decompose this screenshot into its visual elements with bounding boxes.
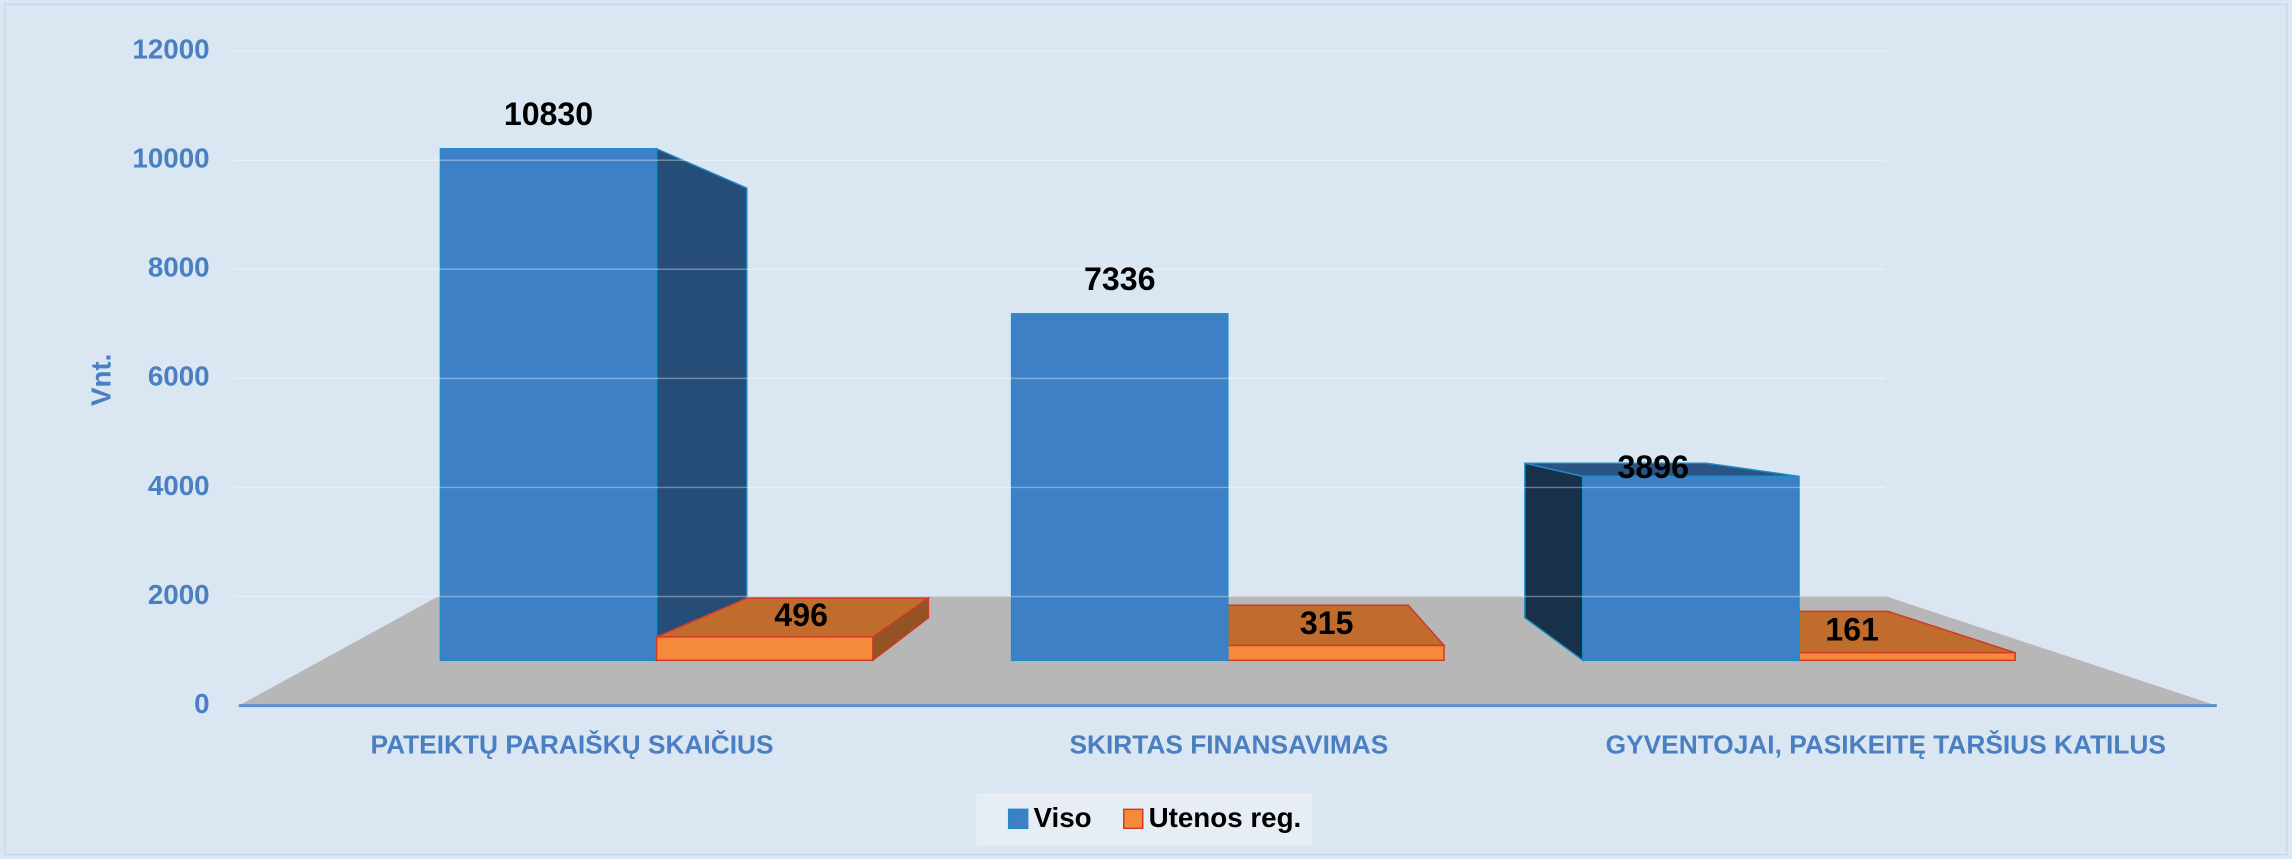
- y-tick-label: 10000: [132, 143, 209, 174]
- bar: [1010, 313, 1229, 662]
- bar-front: [439, 148, 658, 662]
- y-tick-label: 4000: [148, 470, 210, 501]
- bar-front: [1798, 651, 2016, 662]
- data-label: 10830: [504, 96, 593, 132]
- y-tick-label: 8000: [148, 252, 210, 283]
- y-axis-label: Vnt.: [85, 354, 116, 406]
- bar-side: [655, 147, 748, 662]
- bar-front: [1227, 644, 1445, 662]
- data-label: 7336: [1084, 261, 1155, 297]
- y-tick-label: 12000: [132, 33, 209, 64]
- bar: [1524, 462, 1800, 662]
- bar-front: [1582, 475, 1800, 662]
- data-label: 161: [1825, 612, 1879, 648]
- y-tick-label: 2000: [148, 579, 210, 610]
- x-tick-label: SKIRTAS FINANSAVIMAS: [1070, 729, 1389, 759]
- x-tick-label: GYVENTOJAI, PASIKEITĘ TARŠIUS KATILUS: [1606, 729, 2166, 759]
- legend-swatch: [1007, 808, 1029, 830]
- x-tick-label: PATEIKTŲ PARAIŠKŲ SKAIČIUS: [371, 729, 774, 759]
- y-tick-label: 6000: [148, 361, 210, 392]
- legend-label: Utenos reg.: [1149, 802, 1302, 833]
- y-tick-label: 0: [194, 688, 209, 719]
- legend-box: [976, 793, 1313, 846]
- data-label: 315: [1300, 605, 1354, 641]
- bar: [439, 147, 748, 662]
- legend-swatch: [1123, 808, 1144, 830]
- legend-label: Viso: [1034, 802, 1092, 833]
- bar: [655, 596, 931, 662]
- data-label: 496: [774, 597, 828, 633]
- bar-front: [1010, 313, 1229, 662]
- data-label: 3896: [1618, 449, 1689, 485]
- bar-front: [655, 636, 874, 662]
